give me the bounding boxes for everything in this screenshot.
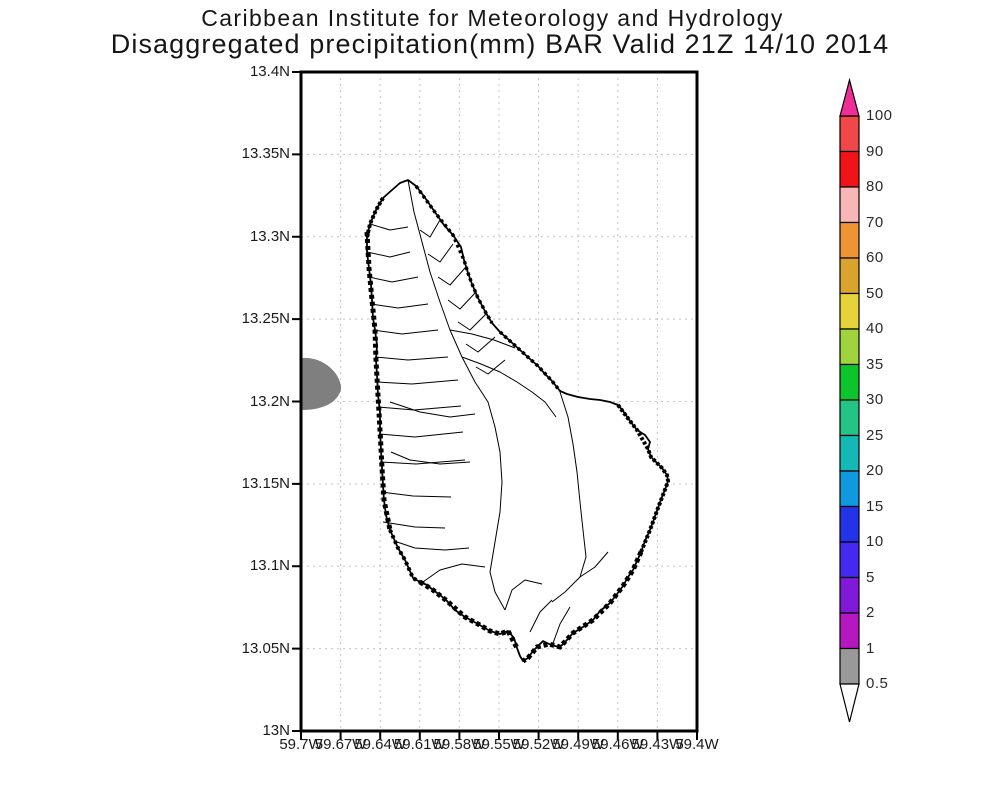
page-title: Caribbean Institute for Meteorology and …	[201, 5, 784, 31]
x-axis-label: 59.4W	[675, 736, 719, 753]
colorbar-label: 35	[866, 355, 884, 373]
page-subtitle: Disaggregated precipitation(mm) BAR Vali…	[110, 29, 890, 59]
colorbar-label: 70	[866, 213, 884, 231]
colorbar-label: 40	[866, 320, 884, 337]
y-axis-label: 13.2N	[249, 392, 290, 410]
colorbar-label: 30	[866, 391, 884, 408]
colorbar-label: 0.5	[866, 675, 889, 692]
colorbar-label: 15	[866, 497, 884, 515]
colorbar-label: 25	[866, 426, 884, 444]
axis-ticks	[292, 71, 698, 740]
colorbar-top-arrow	[839, 77, 860, 117]
colorbar-label: 1	[866, 639, 875, 657]
colorbar-label: 80	[866, 178, 884, 195]
colorbar-label: 5	[866, 568, 875, 586]
colorbar-label: 50	[866, 284, 884, 302]
colorbar	[839, 77, 860, 723]
x-axis-label: 59.43W	[631, 736, 684, 753]
x-axis-label: 59.46W	[591, 736, 644, 753]
colorbar-label: 10	[866, 533, 884, 550]
x-axis-label: 59.67W	[314, 736, 367, 753]
y-axis-label: 13N	[262, 722, 290, 739]
y-axis-label: 13.35N	[241, 145, 290, 163]
y-axis-label: 13.15N	[241, 474, 290, 492]
colorbar-label: 90	[866, 142, 884, 160]
x-axis-label: 59.58W	[433, 736, 486, 753]
colorbar-label: 100	[866, 107, 893, 124]
barbados-coastline	[366, 179, 669, 662]
x-axis-label: 59.64W	[354, 736, 407, 753]
y-axis-label: 13.3N	[249, 227, 290, 245]
precip-shaded-area	[302, 357, 341, 410]
y-axis-label: 13.1N	[249, 557, 290, 575]
colorbar-bottom-arrow	[839, 683, 860, 723]
colorbar-label: 2	[866, 604, 875, 621]
coastal-watershed-fringe	[364, 184, 671, 664]
x-axis-label: 59.61W	[393, 736, 446, 753]
x-axis-label: 59.7W	[279, 736, 323, 753]
x-axis-label: 59.49W	[552, 736, 605, 753]
colorbar-segments	[839, 115, 860, 685]
y-axis-label: 13.05N	[241, 639, 290, 657]
x-axis-label: 59.55W	[473, 736, 525, 753]
barbados-map	[302, 179, 671, 664]
y-axis-label: 13.4N	[249, 63, 290, 80]
colorbar-label: 20	[866, 462, 884, 479]
x-axis-label: 59.52W	[512, 736, 565, 753]
y-axis-label: 13.25N	[241, 310, 290, 328]
watershed-boundaries	[366, 179, 609, 647]
colorbar-label: 60	[866, 249, 884, 266]
